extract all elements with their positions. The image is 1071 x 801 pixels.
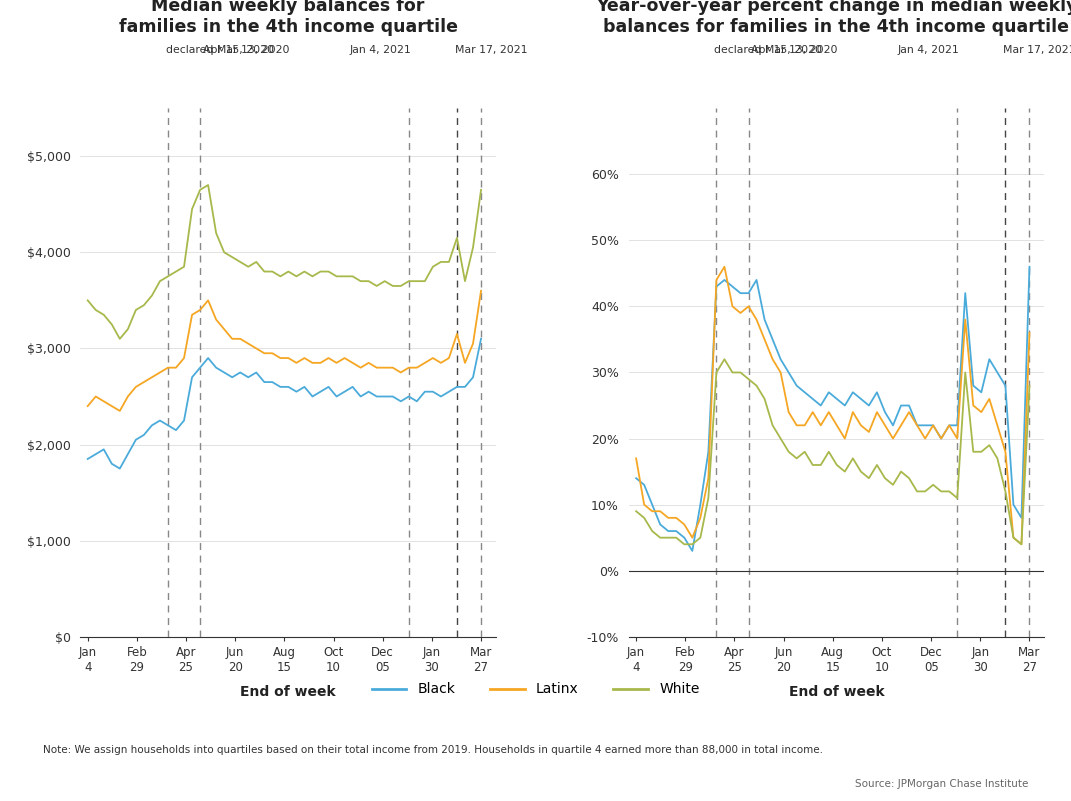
Title: Median weekly balances for
families in the 4th income quartile: Median weekly balances for families in t… (119, 0, 457, 36)
Title: Year-over-year percent change in median weekly
balances for families in the 4th : Year-over-year percent change in median … (595, 0, 1071, 36)
Legend: Black, Latinx, White: Black, Latinx, White (366, 677, 705, 702)
Text: declared Mar 13, 2020: declared Mar 13, 2020 (714, 46, 838, 55)
Text: Mar 17, 2021: Mar 17, 2021 (1002, 46, 1071, 55)
Text: Mar 17, 2021: Mar 17, 2021 (454, 46, 527, 55)
Text: Jan 4, 2021: Jan 4, 2021 (349, 46, 411, 55)
Text: declared Mar 13, 2020: declared Mar 13, 2020 (166, 46, 289, 55)
Text: Apr 15, 2020: Apr 15, 2020 (751, 46, 821, 55)
Text: Apr 15, 2020: Apr 15, 2020 (202, 46, 273, 55)
Text: Source: JPMorgan Chase Institute: Source: JPMorgan Chase Institute (855, 779, 1028, 789)
Text: Note: We assign households into quartiles based on their total income from 2019.: Note: We assign households into quartile… (43, 745, 823, 755)
X-axis label: End of week: End of week (240, 685, 336, 699)
X-axis label: End of week: End of week (788, 685, 885, 699)
Text: Jan 4, 2021: Jan 4, 2021 (897, 46, 960, 55)
